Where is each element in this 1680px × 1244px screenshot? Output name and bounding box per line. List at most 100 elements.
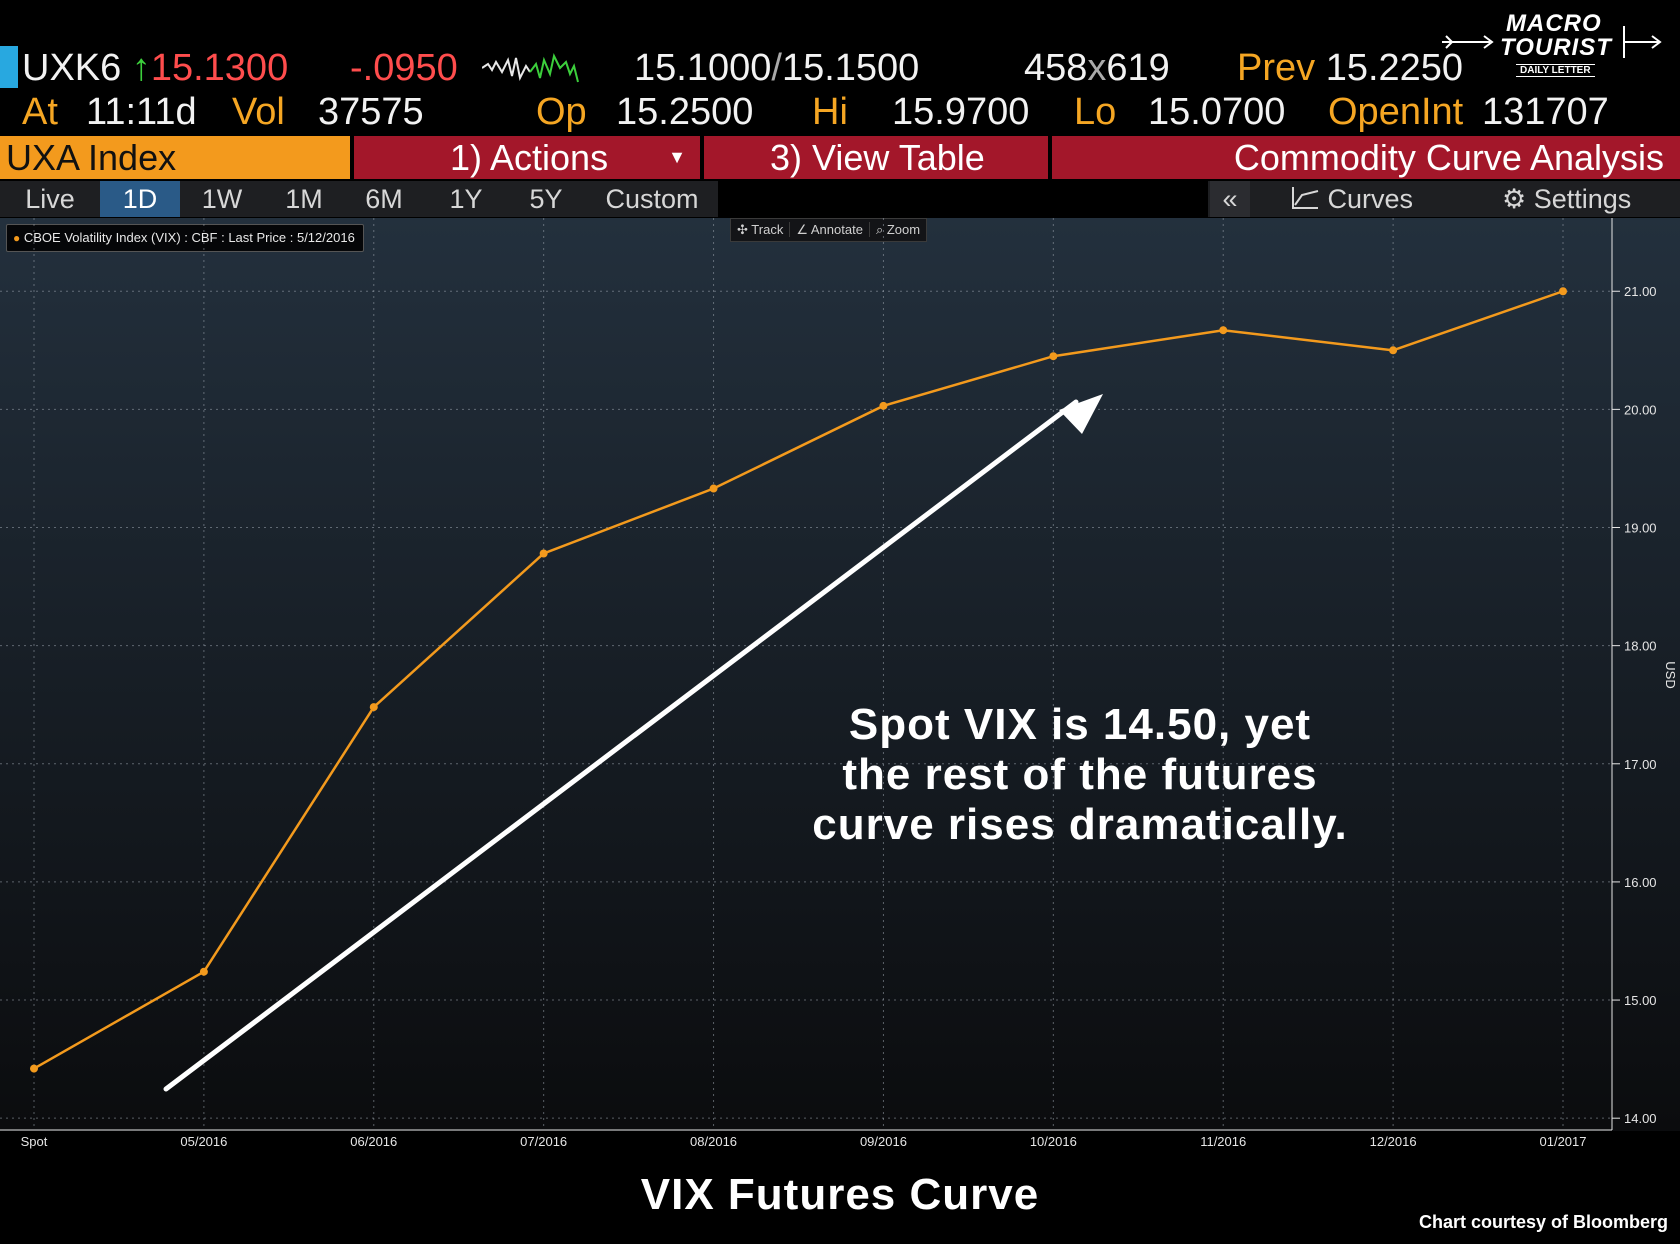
- y-tick-label: 18.00: [1624, 639, 1657, 654]
- y-tick-label: 16.00: [1624, 875, 1657, 890]
- tab-5y[interactable]: 5Y: [529, 184, 563, 214]
- data-point: [1559, 287, 1567, 296]
- prev-close: Prev 15.2250: [1237, 47, 1464, 89]
- series-line: [33, 290, 1564, 1070]
- x-tick-label: Spot: [21, 1134, 48, 1149]
- tab-1d[interactable]: 1D: [100, 181, 180, 217]
- x-tick-label: 12/2016: [1370, 1134, 1417, 1149]
- lo-label: Lo: [1074, 91, 1117, 133]
- hi-value: 15.9700: [892, 91, 1030, 133]
- tab-1y[interactable]: 1Y: [449, 184, 483, 214]
- bid: 15.1000: [634, 47, 772, 89]
- bid-ask: 15.1000/15.1500: [634, 47, 920, 89]
- annotate-button[interactable]: ∠ Annotate: [789, 222, 869, 237]
- data-point: [1389, 346, 1398, 355]
- up-arrow-icon: ↑: [131, 47, 151, 89]
- actions-menu[interactable]: 1) Actions ▼: [354, 136, 700, 179]
- openint-label: OpenInt: [1328, 91, 1464, 133]
- net-change: -.0950: [350, 47, 458, 89]
- last-price: 15.1300: [150, 47, 289, 89]
- logo-line-3: DAILY LETTER: [1516, 64, 1595, 77]
- vol-label: Vol: [232, 91, 285, 133]
- flag-arrow-icon: [1623, 26, 1662, 58]
- chart-background: [0, 218, 1680, 1131]
- collapse-button[interactable]: «: [1210, 181, 1250, 217]
- hi-label: Hi: [812, 91, 848, 133]
- zoom-button[interactable]: ⌕ Zoom: [868, 222, 927, 237]
- quote-row-1: UXK6 ↑15.1300: [22, 46, 288, 90]
- timeframe-bar: Live 1D 1W 1M 6M 1Y 5Y Custom « Curves ⚙…: [0, 181, 1680, 217]
- ask: 15.1500: [781, 47, 920, 89]
- tab-6m[interactable]: 6M: [365, 184, 403, 214]
- vol-value: 37575: [318, 91, 424, 133]
- credit-text: Chart courtesy of Bloomberg: [1418, 1212, 1668, 1232]
- pencil-icon: ∠: [796, 222, 808, 237]
- data-point: [879, 401, 888, 410]
- annotation-line-3: curve rises dramatically.: [812, 800, 1348, 849]
- y-tick-label: 21.00: [1624, 284, 1657, 299]
- chart-tools: ✣ Track ∠ Annotate ⌕ Zoom: [730, 218, 928, 242]
- data-point: [1219, 326, 1228, 335]
- y-tick-label: 14.00: [1624, 1111, 1657, 1126]
- right-controls: [1208, 181, 1680, 217]
- y-tick-label: 19.00: [1624, 521, 1657, 536]
- data-point: [199, 967, 208, 976]
- annotation-arrow-head: [1059, 394, 1103, 434]
- security-field[interactable]: UXA Index: [0, 136, 350, 179]
- data-point: [1049, 352, 1058, 361]
- logo-line-2: TOURIST: [1500, 34, 1612, 61]
- x-tick-label: 08/2016: [690, 1134, 737, 1149]
- x-tick-label: 05/2016: [180, 1134, 227, 1149]
- x-tick-label: 09/2016: [860, 1134, 907, 1149]
- sparkline-icon: [482, 53, 579, 83]
- time: 11:11d: [86, 91, 197, 133]
- crosshair-icon: ✣: [737, 222, 748, 237]
- macro-tourist-logo: MACRO TOURIST DAILY LETTER: [1440, 10, 1680, 90]
- y-axis-label: USD: [1663, 661, 1678, 688]
- arrow-icon: [1442, 35, 1494, 49]
- curves-icon: [1292, 187, 1319, 209]
- settings-button[interactable]: ⚙ Settings: [1502, 184, 1632, 214]
- curves-button[interactable]: Curves: [1290, 181, 1430, 217]
- data-point: [30, 1064, 38, 1073]
- dropdown-caret-icon: ▼: [668, 147, 686, 167]
- lo-value: 15.0700: [1148, 91, 1286, 133]
- legend-swatch: ●: [13, 231, 21, 245]
- x-tick-label: 06/2016: [350, 1134, 397, 1149]
- annotation-text: Spot VIX is 14.50, yet the rest of the f…: [740, 700, 1420, 850]
- annotation-arrow-shaft: [163, 399, 1079, 1092]
- data-point: [369, 703, 378, 712]
- tab-1w[interactable]: 1W: [201, 184, 243, 214]
- data-point: [539, 549, 548, 558]
- function-title: Commodity Curve Analysis: [1052, 136, 1680, 179]
- y-tick-label: 20.00: [1624, 402, 1657, 417]
- bid-ask-size: 458x619: [1024, 47, 1170, 89]
- y-tick-label: 15.00: [1624, 993, 1657, 1008]
- op-value: 15.2500: [616, 91, 754, 133]
- openint-value: 131707: [1482, 91, 1609, 133]
- x-tick-label: 07/2016: [520, 1134, 567, 1149]
- track-button[interactable]: ✣ Track: [737, 222, 784, 237]
- at-label: At: [22, 91, 58, 133]
- chart-title: VIX Futures Curve: [640, 1170, 1040, 1219]
- view-table-button[interactable]: 3) View Table: [704, 136, 1048, 179]
- legend: ● CBOE Volatility Index (VIX) : CBF : La…: [6, 224, 364, 252]
- ticker[interactable]: UXK6: [22, 47, 122, 89]
- y-tick-label: 17.00: [1624, 757, 1657, 772]
- legend-entry: CBOE Volatility Index (VIX) : CBF : Last…: [23, 230, 355, 245]
- x-tick-label: 01/2017: [1540, 1134, 1587, 1149]
- ticker-marker: [0, 46, 18, 88]
- data-point: [709, 484, 718, 493]
- gear-icon: ⚙: [1502, 184, 1527, 214]
- magnifier-icon: ⌕: [875, 222, 884, 237]
- tab-live[interactable]: Live: [25, 184, 75, 214]
- function-toolbar: UXA Index 1) Actions ▼ 3) View Table Com…: [0, 136, 1680, 179]
- op-label: Op: [536, 91, 587, 133]
- tab-custom[interactable]: Custom: [605, 184, 699, 214]
- tab-1m[interactable]: 1M: [285, 184, 323, 214]
- annotation-line-2: the rest of the futures: [842, 750, 1318, 799]
- x-tick-label: 11/2016: [1200, 1134, 1246, 1149]
- annotation-line-1: Spot VIX is 14.50, yet: [848, 700, 1312, 749]
- x-tick-label: 10/2016: [1030, 1134, 1077, 1149]
